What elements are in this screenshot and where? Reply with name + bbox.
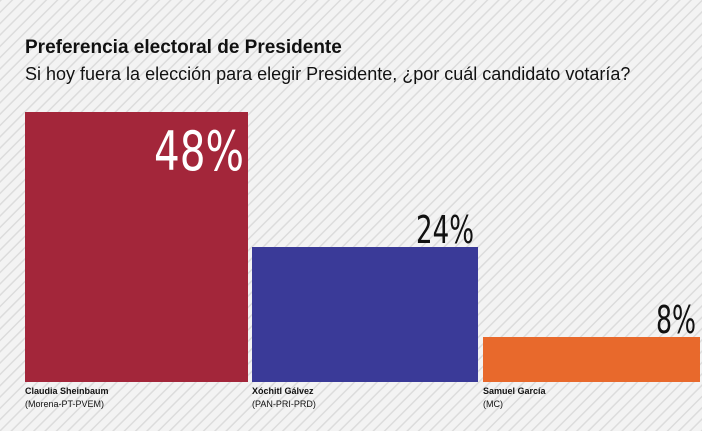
chart-subtitle: Si hoy fuera la elección para elegir Pre…	[25, 64, 630, 84]
bar	[483, 337, 700, 382]
bar	[252, 247, 478, 382]
party-label: (PAN-PRI-PRD)	[252, 399, 316, 409]
party-label: (Morena-PT-PVEM)	[25, 399, 104, 409]
category-label: Claudia Sheinbaum	[25, 386, 109, 396]
value-label: 48%	[154, 120, 244, 183]
category-label: Samuel García	[483, 386, 547, 396]
party-label: (MC)	[483, 399, 503, 409]
value-label: 24%	[416, 208, 474, 252]
chart-title: Preferencia electoral de Presidente	[25, 37, 342, 58]
category-label: Xóchitl Gálvez	[252, 386, 314, 396]
value-label: 8%	[656, 298, 696, 342]
bar	[25, 112, 248, 382]
